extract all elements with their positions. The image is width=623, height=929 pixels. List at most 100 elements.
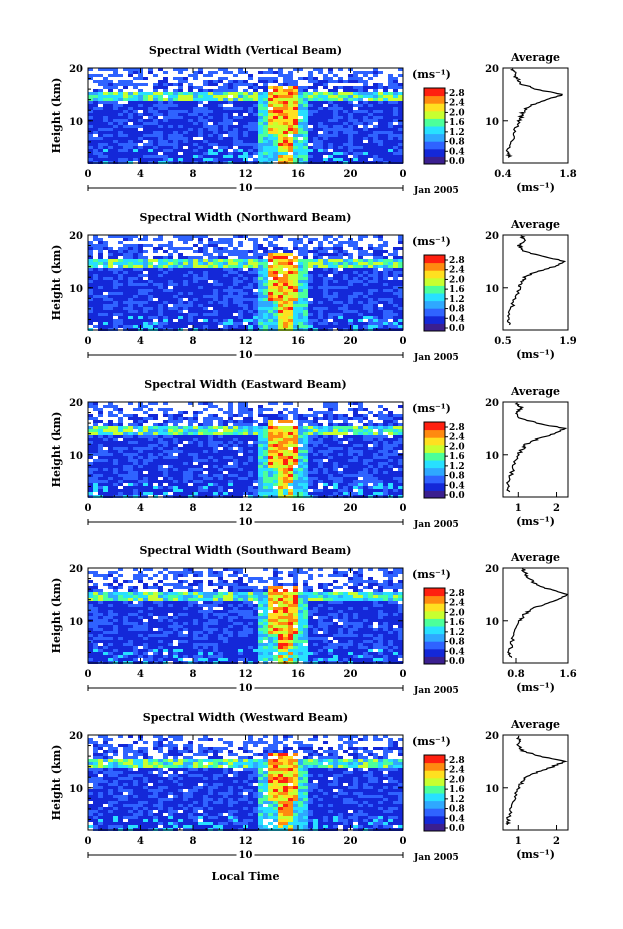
heatmap-cell xyxy=(388,444,393,447)
heatmap-cell xyxy=(123,253,128,256)
heatmap-cell xyxy=(238,468,243,471)
heatmap-cell xyxy=(108,119,113,122)
heatmap-cell xyxy=(303,298,308,301)
heatmap-cell xyxy=(363,316,368,319)
heatmap-cell xyxy=(363,450,368,453)
heatmap-cell xyxy=(138,250,143,253)
heatmap-cell xyxy=(218,423,223,426)
heatmap-cell xyxy=(128,149,133,152)
heatmap-cell xyxy=(178,134,183,137)
heatmap-cell xyxy=(233,292,238,295)
heatmap-cell xyxy=(98,253,103,256)
heatmap-cell xyxy=(243,101,248,104)
heatmap-cell xyxy=(193,259,198,262)
heatmap-cell xyxy=(283,456,288,459)
heatmap-cell xyxy=(303,259,308,262)
heatmap-cell xyxy=(363,280,368,283)
heatmap-cell xyxy=(273,438,278,441)
heatmap-cell xyxy=(223,307,228,310)
heatmap-cell xyxy=(358,298,363,301)
heatmap-cell xyxy=(343,158,348,161)
heatmap-cell xyxy=(143,474,148,477)
heatmap-cell xyxy=(158,80,163,83)
heatmap-cell xyxy=(358,465,363,468)
heatmap-cell xyxy=(228,289,233,292)
heatmap-cell xyxy=(333,417,338,420)
heatmap-cell xyxy=(98,283,103,286)
heatmap-cell xyxy=(188,98,193,101)
heatmap-cell xyxy=(213,417,218,420)
heatmap-cell xyxy=(103,80,108,83)
heatmap-cell xyxy=(293,411,298,414)
heatmap-cell xyxy=(298,429,303,432)
heatmap-cell xyxy=(388,274,393,277)
heatmap-cell xyxy=(128,238,133,241)
heatmap-cell xyxy=(188,292,193,295)
heatmap-cell xyxy=(333,465,338,468)
heatmap-cell xyxy=(198,438,203,441)
x-tick-label: 8 xyxy=(190,169,197,180)
heatmap-cell xyxy=(293,113,298,116)
heatmap-cell xyxy=(268,444,273,447)
heatmap-cell xyxy=(253,438,258,441)
heatmap-cell xyxy=(258,462,263,465)
heatmap-cell xyxy=(273,143,278,146)
heatmap-cell xyxy=(123,265,128,268)
heatmap-cell xyxy=(333,310,338,313)
heatmap-cell xyxy=(233,295,238,298)
heatmap-cell xyxy=(163,268,168,271)
heatmap-cell xyxy=(113,298,118,301)
heatmap-cell xyxy=(148,140,153,143)
heatmap-cell xyxy=(298,468,303,471)
heatmap-cell xyxy=(278,411,283,414)
heatmap-cell xyxy=(113,313,118,316)
heatmap-cell xyxy=(228,286,233,289)
heatmap-cell xyxy=(223,313,228,316)
heatmap-cell xyxy=(188,86,193,89)
heatmap-cell xyxy=(138,289,143,292)
heatmap-cell xyxy=(358,277,363,280)
heatmap-cell xyxy=(383,465,388,468)
heatmap-cell xyxy=(183,271,188,274)
heatmap-cell xyxy=(398,241,403,244)
heatmap-cell xyxy=(113,92,118,95)
x-tick-label: 12 xyxy=(239,169,253,180)
heatmap-cell xyxy=(303,155,308,158)
heatmap-cell xyxy=(228,86,233,89)
heatmap-cell xyxy=(193,104,198,107)
heatmap-cell xyxy=(208,268,213,271)
heatmap-cell xyxy=(273,313,278,316)
heatmap-cell xyxy=(263,128,268,131)
heatmap-cell xyxy=(253,256,258,259)
heatmap-cell xyxy=(283,116,288,119)
heatmap-cell xyxy=(128,265,133,268)
heatmap-cell xyxy=(218,113,223,116)
heatmap-cell xyxy=(128,468,133,471)
heatmap-cell xyxy=(368,77,373,80)
heatmap-cell xyxy=(178,235,183,238)
heatmap-cell xyxy=(368,295,373,298)
heatmap-cell xyxy=(258,307,263,310)
heatmap-cell xyxy=(238,402,243,405)
heatmap-cell xyxy=(308,250,313,253)
heatmap-cell xyxy=(393,80,398,83)
heatmap-cell xyxy=(163,435,168,438)
heatmap-cell xyxy=(378,128,383,131)
heatmap-cell xyxy=(313,89,318,92)
heatmap-cell xyxy=(323,402,328,405)
heatmap-cell xyxy=(88,429,93,432)
heatmap-cell xyxy=(193,107,198,110)
heatmap-cell xyxy=(228,83,233,86)
heatmap-cell xyxy=(288,107,293,110)
heatmap-cell xyxy=(103,322,108,325)
heatmap-cell xyxy=(213,107,218,110)
heatmap-cell xyxy=(353,122,358,125)
heatmap-cell xyxy=(388,313,393,316)
heatmap-cell xyxy=(168,119,173,122)
heatmap-cell xyxy=(103,459,108,462)
heatmap-cell xyxy=(328,289,333,292)
heatmap-cell xyxy=(373,289,378,292)
heatmap-cell xyxy=(168,268,173,271)
heatmap-cell xyxy=(128,143,133,146)
day-label: 10 xyxy=(239,350,253,361)
